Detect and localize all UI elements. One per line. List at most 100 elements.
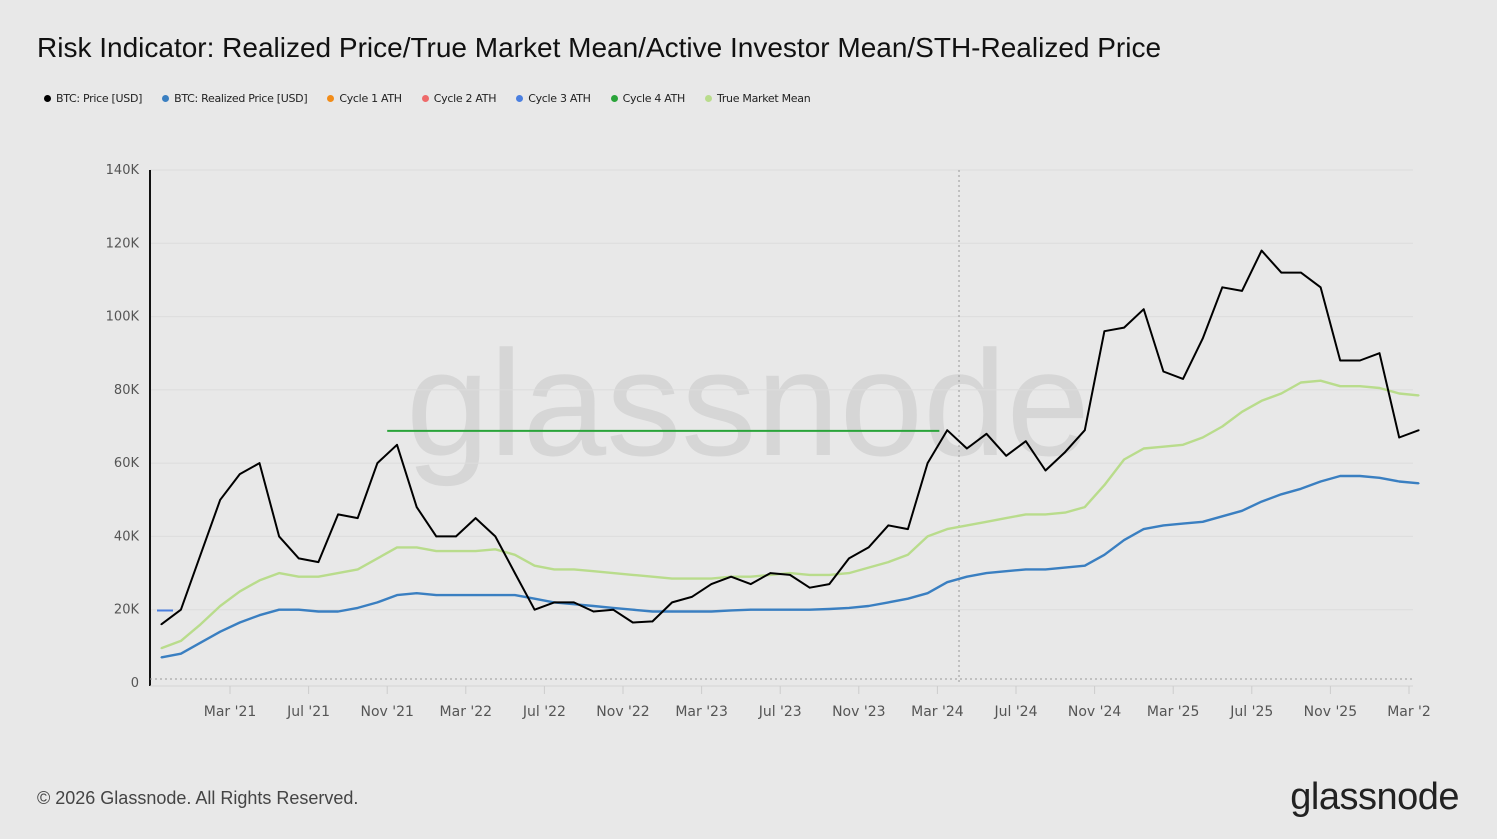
legend-label: BTC: Realized Price [USD]: [174, 92, 308, 105]
data-point: [1064, 511, 1066, 514]
data-point: [317, 610, 320, 613]
data-point: [239, 590, 241, 593]
data-point: [690, 577, 693, 580]
x-tick-label: Nov '24: [1068, 704, 1122, 720]
data-point: [1083, 506, 1086, 508]
copyright: © 2026 Glassnode. All Rights Reserved.: [37, 788, 359, 808]
data-point: [337, 610, 339, 613]
data-point: [1025, 440, 1027, 442]
data-point: [966, 575, 968, 578]
data-point: [533, 608, 536, 611]
data-point: [494, 548, 497, 551]
data-point: [926, 592, 929, 595]
legend-item[interactable]: True Market Mean: [705, 92, 811, 105]
chart-title: Risk Indicator: Realized Price/True Mark…: [37, 32, 1162, 63]
data-point: [1064, 451, 1066, 453]
data-point: [180, 652, 182, 655]
data-point: [494, 535, 497, 538]
legend-dot-icon: [705, 95, 713, 102]
data-point: [356, 517, 359, 519]
x-tick-label: Jul '21: [286, 704, 330, 720]
data-point: [160, 656, 163, 659]
data-point: [848, 572, 850, 574]
data-point: [651, 575, 654, 578]
data-point: [789, 572, 791, 574]
legend: BTC: Price [USD] BTC: Realized Price [USD…: [44, 92, 830, 105]
data-point: [278, 572, 280, 574]
data-point: [671, 610, 673, 613]
data-point: [651, 610, 654, 613]
data-point: [690, 610, 693, 613]
data-point: [1083, 429, 1086, 431]
y-tick-label: 40K: [114, 529, 140, 544]
data-point: [749, 608, 752, 611]
data-point: [848, 557, 850, 560]
data-point: [907, 597, 909, 600]
legend-label: Cycle 3 ATH: [528, 92, 591, 105]
data-point: [415, 592, 418, 595]
data-point: [1398, 480, 1400, 483]
legend-dot-icon: [516, 95, 524, 102]
data-point: [671, 601, 673, 604]
data-point: [887, 524, 890, 527]
data-point: [1201, 520, 1204, 523]
data-point: [926, 462, 929, 464]
x-tick-label: Nov '22: [596, 704, 649, 720]
legend-item[interactable]: Cycle 3 ATH: [516, 92, 591, 105]
data-point: [1044, 568, 1047, 571]
data-point: [180, 640, 182, 642]
data-point: [317, 561, 320, 563]
data-point: [474, 550, 477, 552]
data-point: [1319, 480, 1322, 483]
data-point: [1280, 271, 1283, 274]
data-point: [455, 550, 457, 552]
data-point: [1064, 566, 1066, 569]
x-tick-label: Jul '24: [993, 704, 1037, 720]
data-point: [749, 583, 752, 585]
data-point: [553, 601, 556, 604]
data-point: [612, 608, 614, 611]
data-point: [1418, 482, 1420, 485]
data-point: [867, 566, 870, 569]
x-tick-label: Jul '25: [1229, 704, 1273, 720]
data-point: [337, 513, 339, 516]
x-tick-label: Nov '23: [832, 704, 885, 720]
data-point: [258, 614, 261, 617]
legend-item[interactable]: Cycle 1 ATH: [327, 92, 402, 105]
legend-dot-icon: [44, 95, 51, 102]
x-tick-label: Mar '21: [204, 704, 257, 720]
data-point: [297, 575, 300, 578]
data-point: [592, 610, 595, 613]
data-point: [278, 608, 280, 611]
data-point: [1142, 308, 1145, 311]
legend-item[interactable]: Cycle 2 ATH: [421, 92, 496, 105]
data-point: [435, 550, 438, 552]
legend-item[interactable]: BTC: Price [USD]: [44, 92, 142, 105]
data-point: [533, 597, 536, 600]
y-tick-label: 120K: [106, 236, 140, 251]
x-tick-label: Nov '21: [360, 704, 413, 720]
data-point: [258, 462, 261, 464]
data-point: [356, 607, 359, 609]
data-point: [887, 601, 890, 604]
y-tick-label: 100K: [106, 310, 140, 325]
data-point: [297, 608, 300, 611]
data-point: [297, 557, 300, 560]
legend-label: Cycle 1 ATH: [339, 92, 402, 105]
data-point: [1103, 484, 1106, 486]
data-point: [337, 572, 339, 574]
data-point: [514, 594, 516, 596]
y-tick-label: 60K: [114, 456, 140, 471]
legend-item[interactable]: BTC: Realized Price [USD]: [162, 92, 308, 105]
data-point: [199, 641, 202, 644]
data-point: [573, 568, 575, 571]
data-point: [415, 546, 418, 549]
x-tick-label: Mar '23: [675, 704, 728, 720]
data-point: [690, 596, 693, 598]
legend-item[interactable]: Cycle 4 ATH: [610, 92, 685, 105]
data-point: [828, 608, 831, 610]
data-point: [1162, 370, 1165, 373]
data-point: [1162, 445, 1165, 448]
data-point: [1162, 524, 1165, 527]
data-point: [278, 535, 280, 538]
